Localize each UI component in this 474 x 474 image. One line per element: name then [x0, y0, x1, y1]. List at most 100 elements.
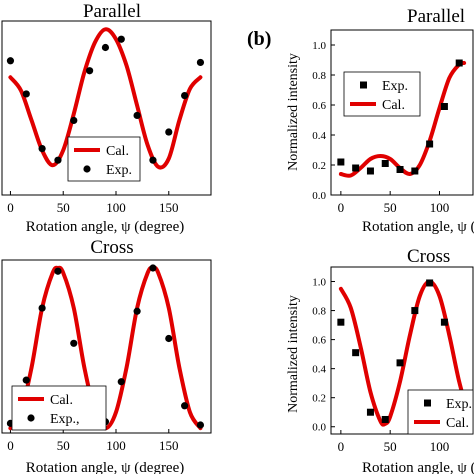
data-point-exp — [133, 307, 141, 315]
legend-label: Cal. — [382, 98, 405, 113]
panel-1-legend: Exp. Cal. — [343, 71, 421, 117]
data-point-exp — [426, 279, 434, 287]
panel-3-frame — [330, 266, 474, 435]
data-point-exp — [54, 156, 62, 164]
panel-b-bottom-xlabel: Rotation angle, ψ (degree) — [362, 460, 474, 474]
panel-a-top-xlabel: Rotation angle, ψ (degree) — [26, 219, 185, 235]
data-point-exp — [426, 140, 434, 148]
data-point-exp — [133, 111, 141, 120]
panel-b-label: (b) — [247, 28, 271, 50]
data-point-exp — [117, 378, 125, 386]
panel-a-top-title: Parallel — [83, 1, 141, 22]
legend-label: Cal. — [50, 393, 73, 408]
y-tick-label: 0.2 — [312, 160, 326, 172]
panel-1-plot — [337, 59, 467, 178]
x-tick-label: 0 — [7, 438, 14, 453]
data-point-exp — [411, 167, 419, 175]
data-point-exp — [411, 307, 419, 315]
legend-box — [11, 385, 107, 431]
data-point-exp — [196, 58, 205, 67]
panel-1-frame — [330, 29, 474, 196]
panel-b-top-ylabel: Normalized intensity — [286, 53, 301, 171]
data-point-exp — [22, 376, 30, 384]
legend-box — [407, 389, 474, 435]
data-point-exp — [337, 318, 345, 326]
panel-0-legend: Cal. Exp. — [67, 136, 141, 182]
y-tick-label: 0.6 — [312, 100, 326, 112]
data-point-exp — [381, 415, 389, 423]
y-tick-label: 0.2 — [312, 393, 326, 405]
data-point-exp — [86, 67, 94, 75]
panel-2-frame — [1, 259, 212, 434]
x-tick-label: 0 — [7, 200, 14, 215]
x-tick-label: 0 — [338, 200, 345, 215]
y-tick-label: 0.0 — [312, 190, 326, 202]
panel-b-top-title: Parallel — [407, 6, 465, 27]
panel-3-plot — [337, 279, 472, 427]
panel-1: 0 50 100 0.0 0.2 0.4 0.6 0.8 1.0 Exp. Cal. — [312, 29, 474, 215]
x-tick-label: 50 — [384, 200, 397, 215]
data-point-exp — [181, 91, 189, 100]
data-point-exp — [455, 59, 463, 67]
data-point-exp — [396, 166, 404, 173]
x-tick-label: 100 — [430, 200, 450, 215]
data-point-exp — [381, 160, 389, 167]
legend-label: Cal. — [106, 144, 129, 159]
legend-swatch-dot — [83, 165, 91, 173]
data-point-exp — [165, 334, 173, 343]
panel-2: 0 50 100 150 Cal. Exp., — [1, 259, 212, 453]
panel-3: 0 50 100 0.0 0.2 0.4 0.6 0.8 1.0 Exp. Cal. — [312, 266, 474, 454]
x-tick-label: 50 — [57, 438, 70, 453]
y-tick-label: 0.0 — [312, 422, 326, 434]
data-point-exp — [366, 167, 374, 175]
data-point-exp — [6, 57, 15, 65]
panel-a-bottom-xlabel: Rotation angle, ψ (degree) — [26, 460, 185, 474]
legend-swatch-dot — [27, 414, 35, 422]
y-tick-label: 1.0 — [312, 277, 326, 289]
panel-a-bottom-title: Cross — [90, 237, 133, 258]
x-tick-label: 100 — [106, 438, 126, 453]
x-tick-label: 150 — [159, 200, 179, 215]
data-point-exp — [117, 35, 125, 43]
panel-0-frame — [1, 20, 212, 196]
data-point-exp — [149, 156, 157, 164]
data-point-exp — [38, 304, 46, 312]
panel-0: 0 50 100 150 Cal. Exp. — [1, 20, 212, 215]
y-tick-label: 0.8 — [312, 306, 326, 318]
x-tick-label: 150 — [159, 438, 179, 453]
data-point-exp — [54, 267, 62, 275]
data-point-exp — [38, 145, 46, 153]
y-tick-label: 0.4 — [312, 364, 326, 376]
data-point-exp — [352, 164, 360, 172]
legend-swatch-square — [424, 399, 431, 407]
y-tick-label: 1.0 — [312, 40, 326, 52]
y-tick-label: 0.8 — [312, 70, 326, 82]
legend-label: Exp., — [50, 412, 80, 427]
legend-label: Exp. — [446, 397, 472, 412]
panel-b-bottom-ylabel: Normalized intensity — [286, 295, 301, 413]
data-point-exp — [366, 408, 374, 416]
data-point-exp — [337, 158, 345, 166]
y-tick-label: 0.4 — [312, 130, 326, 142]
data-point-exp — [396, 359, 404, 367]
panel-2-legend: Cal. Exp., — [11, 385, 107, 431]
data-point-exp — [196, 421, 205, 429]
x-tick-label: 50 — [57, 200, 70, 215]
legend-box — [67, 136, 141, 182]
x-tick-label: 100 — [430, 439, 450, 454]
panel-0-plot — [6, 27, 205, 170]
x-tick-label: 100 — [106, 200, 126, 215]
data-point-exp — [149, 264, 157, 272]
panel-b-bottom-title: Cross — [407, 246, 450, 267]
data-point-exp — [352, 349, 360, 357]
y-tick-label: 0.6 — [312, 335, 326, 347]
data-point-exp — [22, 90, 30, 98]
legend-label: Cal. — [446, 416, 469, 431]
x-tick-label: 0 — [338, 439, 345, 454]
panel-b-top-xlabel: Rotation angle, ψ (degree) — [362, 219, 474, 235]
x-tick-label: 50 — [384, 439, 397, 454]
legend-label: Exp. — [106, 163, 132, 178]
data-point-exp — [181, 402, 189, 410]
data-point-exp — [165, 128, 173, 136]
